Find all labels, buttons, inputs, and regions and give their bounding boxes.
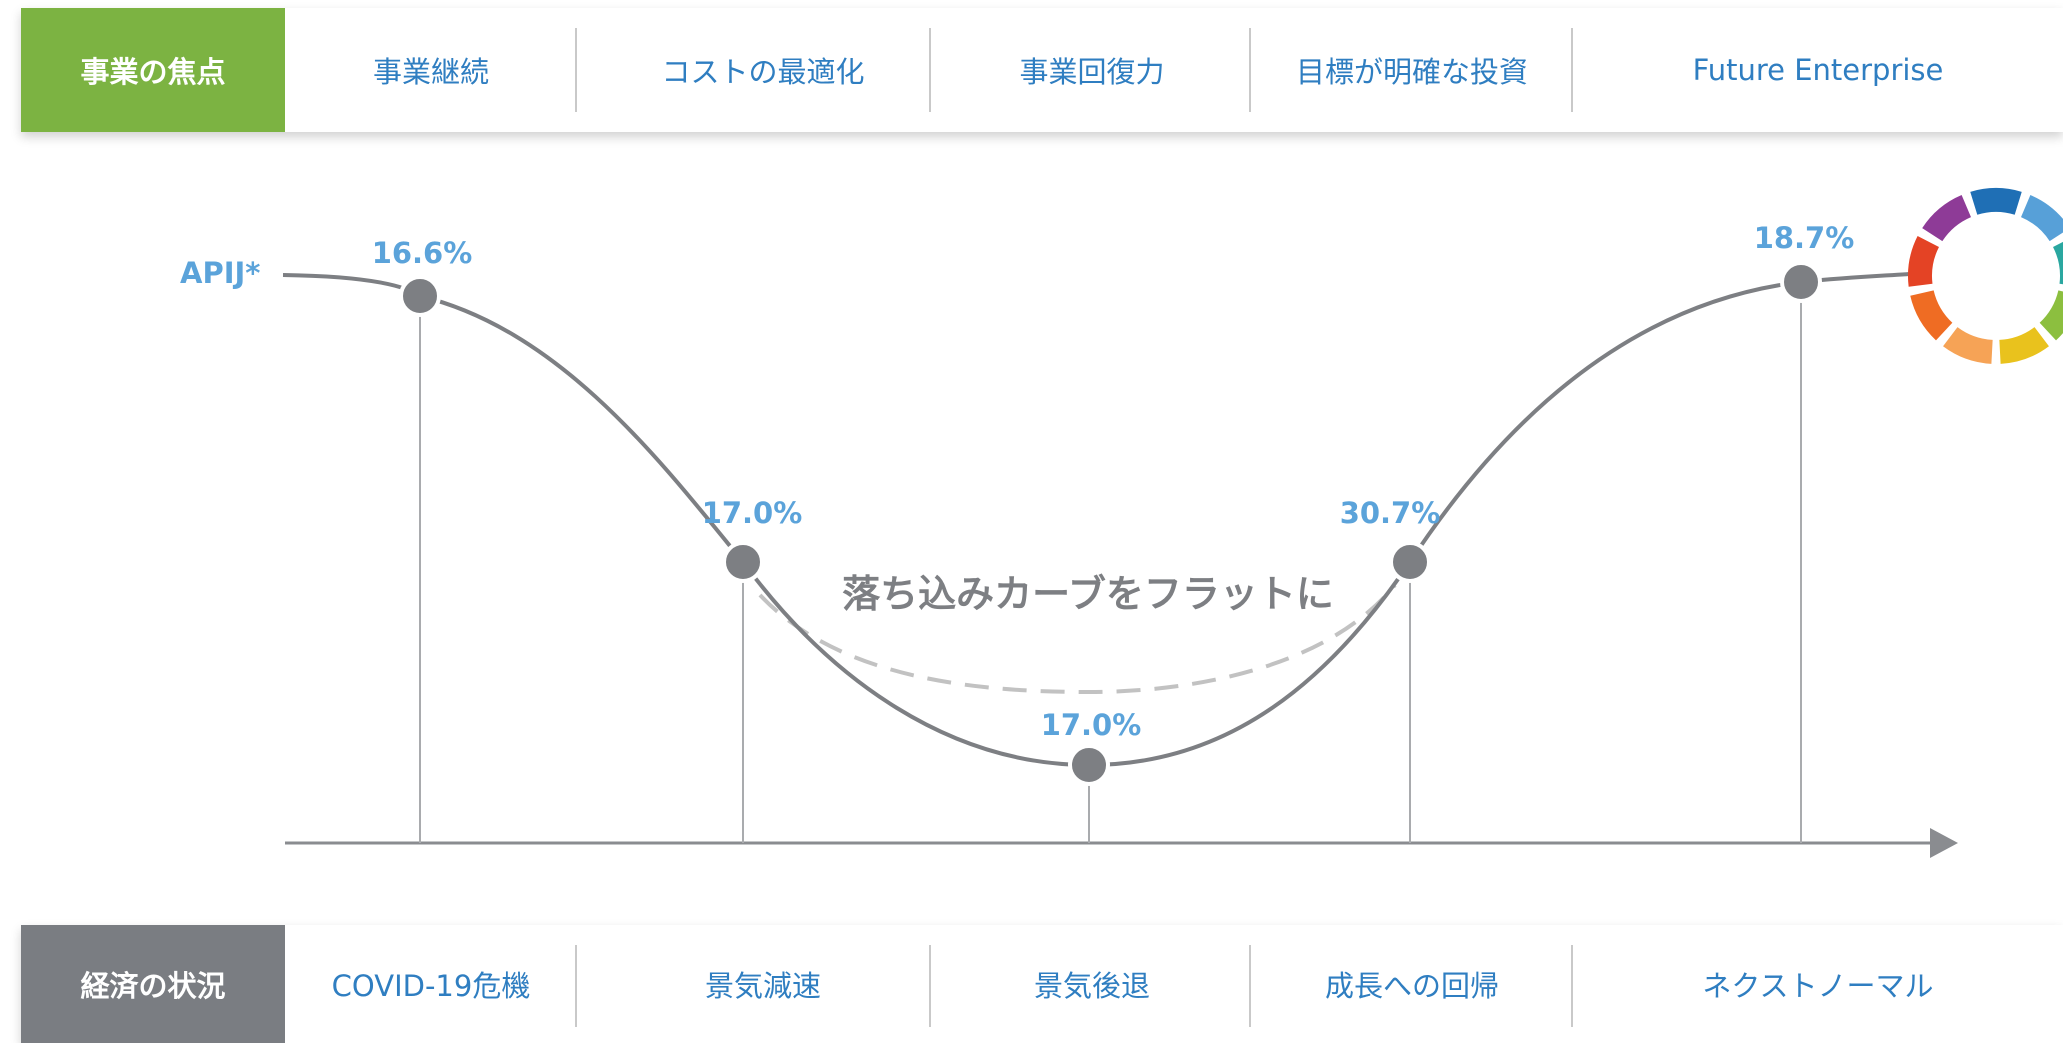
divider bbox=[575, 28, 577, 112]
logo-segment bbox=[2021, 194, 2063, 242]
logo-segment bbox=[1999, 327, 2049, 364]
focus-item-cost-optimization: コストの最適化 bbox=[661, 55, 865, 89]
data-point bbox=[1780, 261, 1822, 303]
series-label: APIJ* bbox=[180, 256, 260, 290]
data-point bbox=[399, 275, 441, 317]
x-axis-arrow bbox=[1930, 828, 1958, 858]
business-focus-bar: 事業の焦点 事業継続 コストの最適化 事業回復力 目標が明確な投資 Future… bbox=[21, 8, 2063, 132]
divider bbox=[575, 945, 577, 1027]
divider bbox=[1249, 28, 1251, 112]
economic-situation-bar: 経済の状況 COVID-19危機 景気減速 景気後退 成長への回帰 ネクストノー… bbox=[21, 925, 2063, 1043]
data-point bbox=[722, 541, 764, 583]
point-label: 30.7% bbox=[1340, 496, 1441, 530]
color-wheel-logo bbox=[1908, 187, 2063, 364]
situation-item-next-normal: ネクストノーマル bbox=[1702, 969, 1934, 1003]
point-label: 17.0% bbox=[702, 496, 803, 530]
focus-item-targeted-investment: 目標が明確な投資 bbox=[1295, 55, 1528, 89]
data-point bbox=[1389, 541, 1431, 583]
flatten-annotation: 落ち込みカーブをフラットに bbox=[842, 572, 1334, 616]
logo-segment bbox=[1922, 194, 1971, 242]
situation-item-return-to-growth: 成長への回帰 bbox=[1324, 969, 1499, 1003]
data-point bbox=[1068, 744, 1110, 786]
logo-segment bbox=[1908, 236, 1939, 287]
focus-item-business-resilience: 事業回復力 bbox=[1019, 55, 1165, 89]
focus-item-business-continuity: 事業継続 bbox=[372, 55, 489, 89]
economic-situation-header: 経済の状況 bbox=[21, 925, 285, 1043]
point-label: 16.6% bbox=[372, 236, 473, 270]
situation-item-recession: 景気後退 bbox=[1033, 969, 1150, 1003]
point-label: 17.0% bbox=[1041, 708, 1142, 742]
divider bbox=[929, 945, 931, 1027]
divider bbox=[1571, 945, 1573, 1027]
focus-item-future-enterprise: Future Enterprise bbox=[1692, 53, 1944, 87]
divider bbox=[1249, 945, 1251, 1027]
logo-segment bbox=[2039, 290, 2063, 341]
business-focus-header: 事業の焦点 bbox=[21, 8, 285, 132]
situation-item-slowdown: 景気減速 bbox=[704, 969, 821, 1003]
flattened-curve bbox=[758, 583, 1397, 695]
logo-segment bbox=[1970, 187, 2022, 215]
situation-item-covid-crisis: COVID-19危機 bbox=[331, 969, 531, 1003]
divider bbox=[1571, 28, 1573, 112]
logo-segment bbox=[2053, 241, 2063, 285]
logo-segment bbox=[1910, 290, 1953, 341]
point-label: 18.7% bbox=[1754, 221, 1855, 255]
divider bbox=[929, 28, 931, 112]
logo-segment bbox=[1943, 327, 1993, 364]
